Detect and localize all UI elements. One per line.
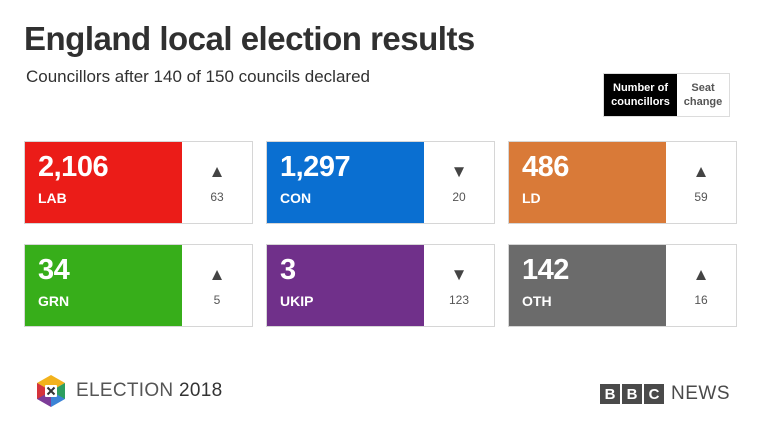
councillor-count: 2,106 xyxy=(38,151,109,183)
seat-change: ▼ 123 xyxy=(424,245,494,326)
councillor-count: 34 xyxy=(38,254,70,286)
party-main: 486 LD xyxy=(509,142,666,223)
party-main: 3 UKIP xyxy=(267,245,424,326)
seat-change: ▲ 5 xyxy=(182,245,252,326)
councillor-count: 1,297 xyxy=(280,151,351,183)
bbc-letter: B xyxy=(600,384,620,404)
party-main: 142 OTH xyxy=(509,245,666,326)
election-label: ELECTION 2018 xyxy=(76,380,223,401)
party-main: 2,106 LAB xyxy=(25,142,182,223)
party-card-ukip: 3 UKIP ▼ 123 xyxy=(266,244,495,327)
bbc-letter: C xyxy=(644,384,664,404)
party-name: GRN xyxy=(38,293,70,309)
seat-change: ▼ 20 xyxy=(424,142,494,223)
election-2018-logo: ELECTION 2018 xyxy=(34,374,222,408)
triangle-up-icon: ▲ xyxy=(692,264,710,284)
party-card-grn: 34 GRN ▲ 5 xyxy=(24,244,253,327)
triangle-up-icon: ▲ xyxy=(692,161,710,181)
party-name: CON xyxy=(280,190,312,206)
triangle-down-icon: ▼ xyxy=(450,264,468,284)
councillor-count: 3 xyxy=(280,254,296,286)
party-name: OTH xyxy=(522,293,552,309)
party-name: LAB xyxy=(38,190,67,206)
triangle-down-icon: ▼ xyxy=(450,161,468,181)
change-value: 5 xyxy=(213,292,221,307)
change-value: 123 xyxy=(448,292,470,307)
party-name: LD xyxy=(522,190,541,206)
party-card-lab: 2,106 LAB ▲ 63 xyxy=(24,141,253,224)
election-cube-logo-icon xyxy=(37,375,65,407)
view-toggle: Number of councillors Seat change xyxy=(603,73,730,117)
change-value: 16 xyxy=(694,292,708,307)
page-subtitle: Councillors after 140 of 150 councils de… xyxy=(26,67,370,86)
party-main: 34 GRN xyxy=(25,245,182,326)
party-name: UKIP xyxy=(280,293,314,309)
page-title: England local election results xyxy=(24,20,475,57)
news-label: NEWS xyxy=(671,383,730,404)
triangle-up-icon: ▲ xyxy=(208,264,226,284)
toggle-seat-change[interactable]: Seat change xyxy=(677,74,729,116)
toggle-number-of-councillors[interactable]: Number of councillors xyxy=(604,74,677,116)
party-card-ld: 486 LD ▲ 59 xyxy=(508,141,737,224)
party-main: 1,297 CON xyxy=(267,142,424,223)
change-value: 59 xyxy=(694,189,708,204)
change-value: 63 xyxy=(210,189,224,204)
party-card-con: 1,297 CON ▼ 20 xyxy=(266,141,495,224)
bbc-letter: B xyxy=(622,384,642,404)
seat-change: ▲ 16 xyxy=(666,245,736,326)
councillor-count: 486 xyxy=(522,151,569,183)
seat-change: ▲ 63 xyxy=(182,142,252,223)
bbc-news-logo: B B C NEWS xyxy=(600,383,730,405)
seat-change: ▲ 59 xyxy=(666,142,736,223)
triangle-up-icon: ▲ xyxy=(208,161,226,181)
party-card-oth: 142 OTH ▲ 16 xyxy=(508,244,737,327)
change-value: 20 xyxy=(452,189,466,204)
councillor-count: 142 xyxy=(522,254,569,286)
